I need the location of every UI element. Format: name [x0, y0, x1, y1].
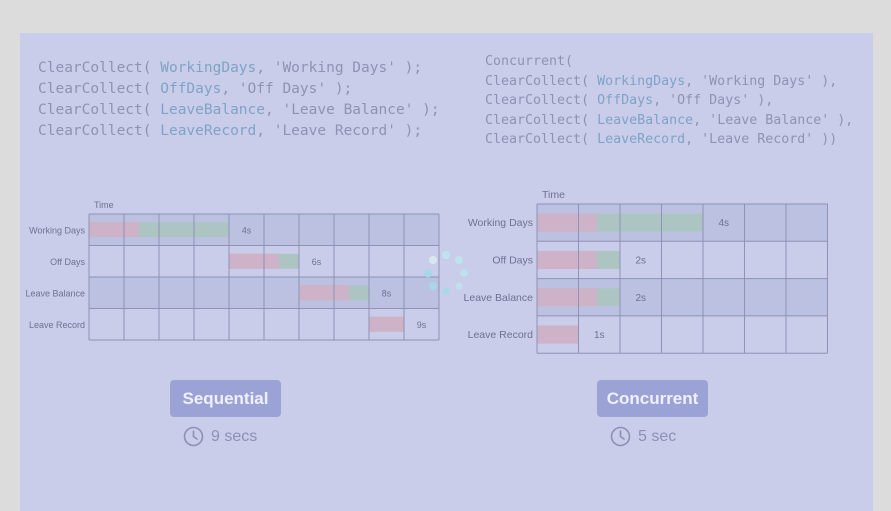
duration-text: 9 secs	[211, 427, 258, 445]
slide-panel	[20, 33, 873, 511]
timeline-bar-start	[537, 250, 597, 269]
row-label: Off Days	[492, 254, 533, 266]
concurrent-button[interactable]: Concurrent	[597, 380, 708, 417]
timeline-bar-start	[299, 285, 349, 301]
code-line: ClearCollect( LeaveBalance, 'Leave Balan…	[38, 102, 440, 118]
row-label: Working Days	[29, 225, 85, 235]
code-line: ClearCollect( OffDays, 'Off Days' ),	[485, 93, 774, 108]
concurrent-duration: 5 sec	[610, 426, 676, 447]
code-block-concurrent: Concurrent( ClearCollect( WorkingDays, '…	[485, 52, 853, 150]
timeline-bar-start	[369, 316, 404, 332]
clock-icon	[183, 426, 204, 447]
duration-label: 4s	[242, 225, 252, 235]
code-line: ClearCollect( LeaveBalance, 'Leave Balan…	[485, 112, 854, 128]
duration-label: 6s	[312, 257, 322, 267]
code-line: ClearCollect( WorkingDays, 'Working Days…	[38, 60, 423, 76]
row-label: Leave Record	[468, 329, 534, 341]
clock-icon	[610, 426, 631, 447]
code-header: Concurrent(	[485, 54, 574, 69]
duration-label: 4s	[718, 218, 729, 229]
sequential-button[interactable]: Sequential	[170, 380, 281, 417]
timeline-bar-start	[89, 222, 139, 238]
sequential-duration: 9 secs	[183, 426, 257, 447]
duration-label: 9s	[417, 320, 427, 330]
loading-spinner-icon	[423, 250, 468, 295]
axis-label: Time	[94, 200, 114, 210]
row-label: Leave Record	[29, 320, 85, 330]
duration-text: 5 sec	[638, 427, 677, 445]
duration-label: 1s	[594, 330, 605, 341]
row-label: Working Days	[468, 217, 533, 229]
code-line: ClearCollect( LeaveRecord, 'Leave Record…	[38, 123, 423, 139]
code-line: ClearCollect( WorkingDays, 'Working Days…	[485, 73, 838, 89]
code-line: ClearCollect( OffDays, 'Off Days' );	[38, 81, 353, 97]
code-block-sequential: ClearCollect( WorkingDays, 'Working Days…	[38, 58, 440, 142]
code-line: ClearCollect( LeaveRecord, 'Leave Record…	[485, 132, 838, 147]
row-label: Leave Balance	[25, 288, 85, 298]
timeline-bar-start	[537, 288, 597, 307]
timeline-bar-start	[537, 213, 597, 232]
duration-label: 8s	[382, 288, 392, 298]
duration-label: 2s	[635, 293, 646, 304]
axis-label: Time	[542, 189, 565, 201]
timeline-bar-start	[229, 253, 279, 269]
row-label: Off Days	[50, 257, 85, 267]
timeline-bar-start	[537, 325, 579, 344]
duration-label: 2s	[635, 255, 646, 266]
row-label: Leave Balance	[464, 292, 534, 304]
